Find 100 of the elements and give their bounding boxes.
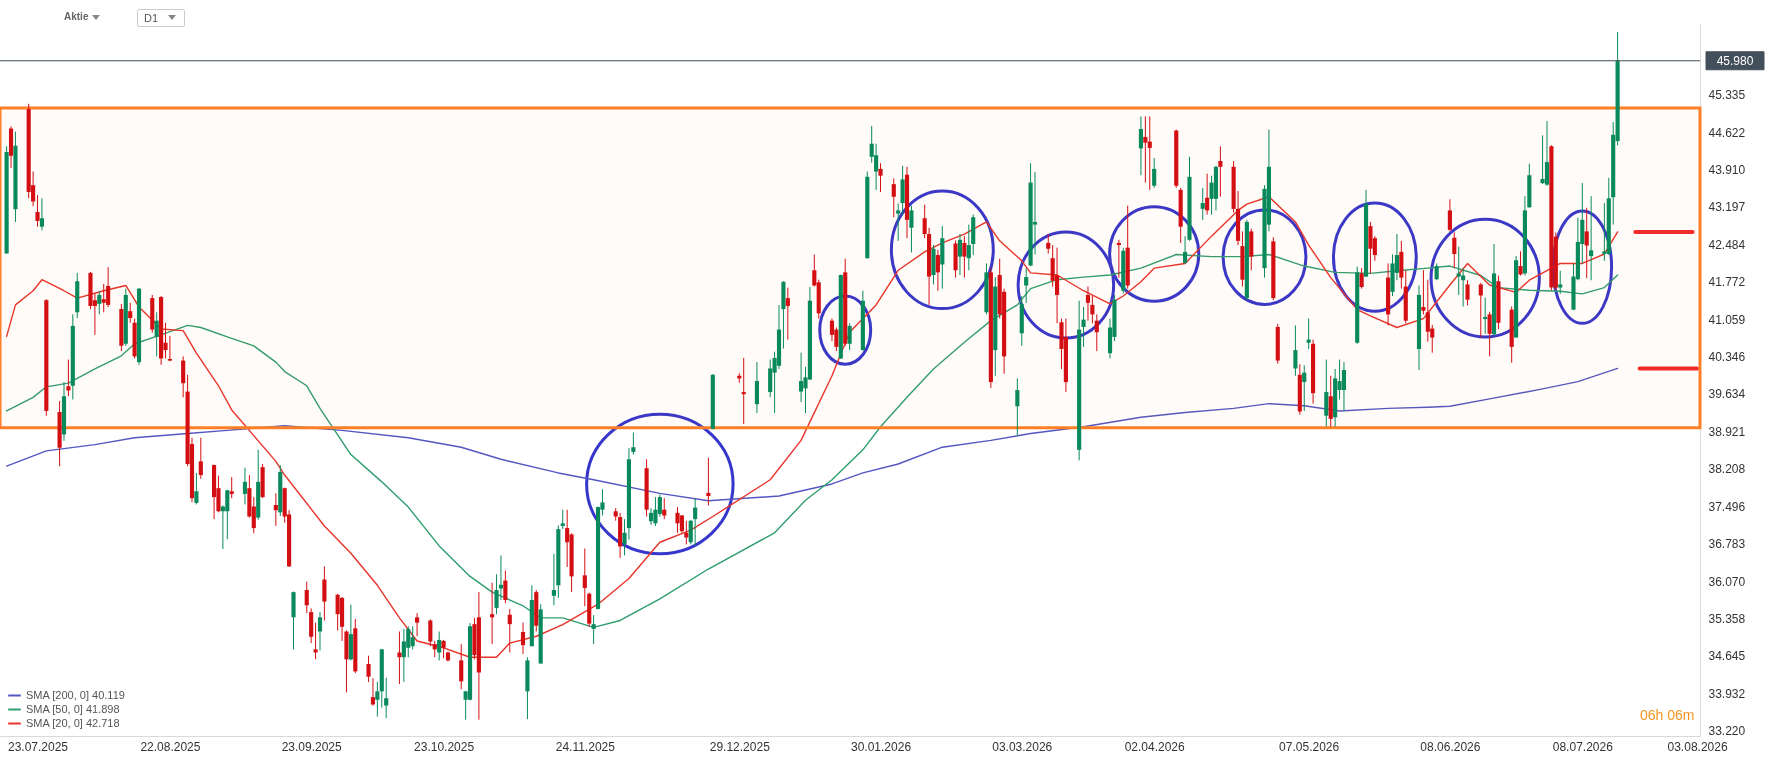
y-tick-label: 41.059 (1708, 312, 1746, 327)
candlestick (1341, 361, 1347, 412)
candlestick (384, 677, 389, 719)
candlestick (35, 194, 40, 228)
candlestick (229, 476, 234, 499)
y-tick-label: 45.335 (1708, 88, 1746, 103)
candlestick (878, 162, 883, 193)
y-tick-label: 38.208 (1708, 462, 1746, 477)
x-tick-label: 30.01.2026 (851, 739, 912, 754)
y-tick-label: 33.932 (1708, 686, 1746, 701)
candlestick (375, 681, 380, 718)
candlestick (1518, 250, 1523, 277)
candlestick (128, 302, 133, 324)
candlestick (322, 565, 327, 621)
line-series (5, 367, 1619, 502)
candlestick (1589, 195, 1594, 281)
candlestick (962, 235, 967, 279)
candlestick (242, 467, 248, 505)
candlestick (106, 266, 111, 308)
y-tick-label: 34.645 (1708, 649, 1746, 664)
candlestick (1368, 221, 1373, 274)
candlestick (874, 143, 879, 191)
candlestick (503, 570, 508, 604)
candlestick (507, 608, 512, 654)
candlestick (1046, 233, 1051, 254)
y-tick-label: 43.910 (1708, 162, 1746, 177)
candlestick (1200, 187, 1205, 221)
y-tick-label: 42.484 (1708, 237, 1746, 252)
candlestick (370, 677, 376, 707)
candlestick (957, 233, 963, 276)
candlestick (366, 655, 371, 683)
line-series (5, 196, 1619, 658)
candlestick (966, 224, 971, 271)
candlestick (1359, 267, 1364, 290)
candlestick (1293, 324, 1298, 377)
candlestick (1540, 134, 1545, 185)
candlestick (1024, 267, 1029, 304)
candlestick (101, 283, 106, 313)
x-tick-label: 08.06.2026 (1420, 739, 1481, 754)
candlestick (97, 290, 102, 315)
candlestick (768, 359, 773, 398)
candlestick (181, 355, 186, 398)
candlestick (397, 631, 402, 685)
candlestick (688, 519, 693, 545)
x-tick-label: 03.03.2026 (992, 739, 1053, 754)
candlestick (167, 335, 172, 362)
candlestick (1487, 311, 1492, 357)
candlestick (1094, 313, 1099, 352)
candlestick (582, 548, 587, 607)
candlestick (304, 581, 309, 614)
candlestick (1324, 359, 1329, 428)
ref-line-label: 45.980 (1716, 53, 1754, 68)
y-tick-label: 43.197 (1708, 200, 1746, 215)
candlestick (684, 520, 689, 545)
candlestick (428, 618, 433, 647)
candlestick (1452, 231, 1457, 269)
candlestick (1328, 375, 1333, 428)
candlestick (648, 507, 654, 526)
x-tick-label: 22.08.2025 (140, 739, 201, 754)
candlestick (706, 457, 711, 506)
candlestick (675, 506, 680, 534)
candlestick (39, 197, 44, 231)
candlestick (313, 622, 318, 660)
legend-label: SMA [50, 0] 41.898 (26, 702, 120, 715)
candlestick (1138, 115, 1144, 176)
x-tick-label: 08.07.2026 (1552, 739, 1614, 754)
candlestick (1584, 207, 1589, 279)
candlestick (401, 628, 406, 683)
candlestick (410, 625, 415, 650)
candlestick (1425, 279, 1430, 343)
candlestick (194, 472, 199, 505)
y-tick-label: 41.772 (1708, 275, 1746, 290)
x-tick-label: 02.04.2026 (1124, 739, 1186, 754)
candlestick (273, 492, 278, 527)
candlestick (154, 311, 159, 357)
candlestick (560, 509, 565, 530)
candlestick (1143, 115, 1148, 184)
candlestick (1558, 270, 1563, 295)
candlestick (1302, 364, 1307, 412)
candlestick (1421, 269, 1426, 315)
x-tick-label: 03.08.2026 (1667, 739, 1728, 754)
x-tick-label: 23.10.2025 (414, 739, 475, 754)
annotation: 06h 06m (1640, 707, 1695, 723)
y-tick-label: 33.220 (1708, 724, 1746, 739)
candlestick (891, 177, 896, 218)
candlestick (441, 639, 446, 659)
candlestick (693, 497, 698, 546)
y-tick-label: 35.358 (1708, 611, 1746, 626)
candlestick (653, 496, 658, 527)
candlestick (896, 203, 901, 242)
candlestick (935, 249, 940, 292)
y-tick-label: 37.496 (1708, 499, 1746, 514)
y-tick-label: 38.921 (1708, 424, 1746, 439)
candlestick (1447, 198, 1452, 232)
x-tick-label: 23.07.2025 (7, 739, 69, 754)
candlestick (1152, 157, 1157, 189)
y-tick-label: 44.622 (1708, 125, 1746, 140)
candlestick (1478, 282, 1483, 338)
x-tick-label: 29.12.2025 (709, 739, 771, 754)
candlestick (1015, 377, 1020, 437)
